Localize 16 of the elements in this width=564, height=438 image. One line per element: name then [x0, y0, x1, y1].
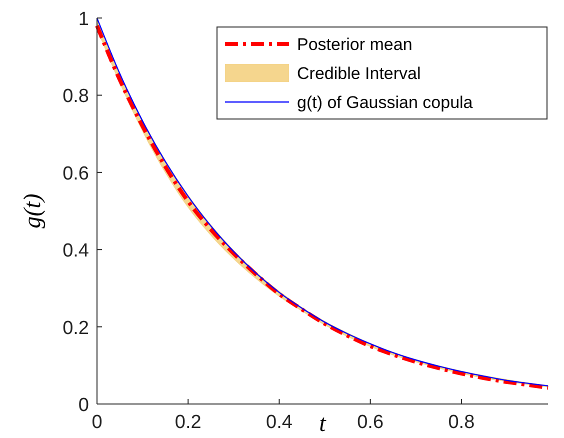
legend-label: g(t) of Gaussian copula	[297, 93, 474, 112]
x-tick-label: 0	[92, 412, 102, 433]
y-tick-label: 0.6	[62, 163, 89, 184]
legend-label: Posterior mean	[297, 35, 412, 54]
x-tick-label: 0.2	[174, 412, 202, 433]
y-tick-label: 0.2	[62, 318, 89, 339]
y-tick-label: 0.4	[62, 240, 90, 262]
y-axis-title: g(t)	[20, 194, 46, 228]
y-tick-label: 0	[78, 395, 89, 416]
y-tick-label: 1	[78, 9, 89, 30]
x-tick-label: 0.4	[266, 412, 293, 433]
y-tick-label: 0.8	[62, 86, 89, 108]
x-tick-label: 0.6	[357, 412, 384, 433]
x-axis-title: t	[319, 411, 328, 437]
annotation: Credible Interval	[297, 64, 421, 83]
x-tick-label: 0.8	[448, 412, 475, 433]
